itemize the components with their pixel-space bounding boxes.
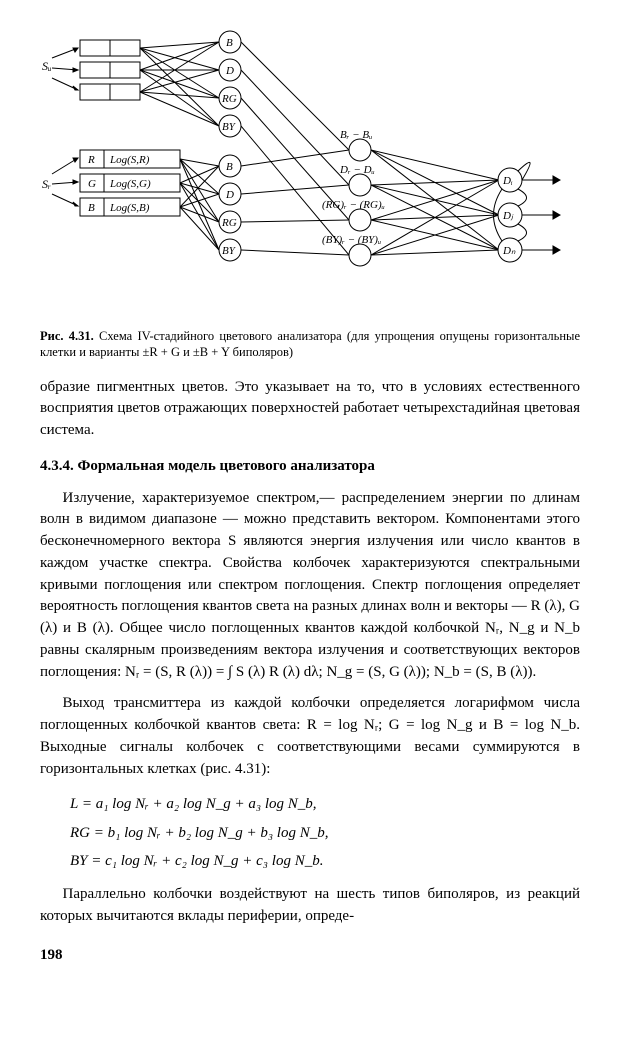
svg-text:BY: BY <box>222 121 237 133</box>
svg-text:B: B <box>226 161 233 173</box>
svg-text:R: R <box>87 154 95 166</box>
svg-text:D: D <box>225 65 234 77</box>
equation-L: L = a₁ log Nᵣ + a₂ log N_g + a₃ log N_b, <box>70 790 580 819</box>
figure-4-31-diagram: Sᵤ Sᵣ R Log(S,R) G Log(S,G) B Log(S,B) <box>40 30 580 320</box>
svg-text:G: G <box>88 178 96 190</box>
network-svg: Sᵤ Sᵣ R Log(S,R) G Log(S,G) B Log(S,B) <box>40 30 580 320</box>
svg-text:B: B <box>88 202 95 214</box>
svg-text:RG: RG <box>221 217 237 229</box>
svg-text:(RG)ᵣ − (RG)ᵤ: (RG)ᵣ − (RG)ᵤ <box>322 199 385 211</box>
paragraph-3: Выход трансмиттера из каждой колбочки оп… <box>40 693 580 780</box>
svg-text:Log(S,G): Log(S,G) <box>109 178 151 190</box>
svg-text:B: B <box>226 37 233 49</box>
svg-text:BY: BY <box>222 245 237 257</box>
caption-label: Рис. 4.31. <box>40 329 94 343</box>
figure-caption: Рис. 4.31. Схема IV-стадийного цветового… <box>40 328 580 361</box>
equation-BY: BY = c₁ log Nᵣ + c₂ log N_g + c₃ log N_b… <box>70 847 580 876</box>
paragraph-4: Параллельно колбочки воздействуют на шес… <box>40 884 580 928</box>
svg-text:Dᵢ: Dᵢ <box>502 175 513 187</box>
svg-text:Sᵣ: Sᵣ <box>42 177 51 191</box>
svg-text:Sᵤ: Sᵤ <box>42 59 52 73</box>
svg-text:Log(S,R): Log(S,R) <box>109 154 150 166</box>
page-number: 198 <box>40 945 580 967</box>
svg-text:Dₙ: Dₙ <box>502 245 516 257</box>
svg-text:(BY)ᵣ − (BY)ᵤ: (BY)ᵣ − (BY)ᵤ <box>322 234 381 246</box>
paragraph-2: Излучение, характеризуемое спектром,— ра… <box>40 488 580 684</box>
equation-block: L = a₁ log Nᵣ + a₂ log N_g + a₃ log N_b,… <box>70 790 580 876</box>
svg-text:Log(S,B): Log(S,B) <box>109 202 150 214</box>
svg-text:Dⱼ: Dⱼ <box>502 210 514 222</box>
section-heading: 4.3.4. Формальная модель цветового анали… <box>40 456 580 478</box>
paragraph-continuation: образие пигментных цветов. Это указывает… <box>40 377 580 442</box>
caption-text: Схема IV-стадийного цветового анализатор… <box>40 329 580 359</box>
equation-RG: RG = b₁ log Nᵣ + b₂ log N_g + b₃ log N_b… <box>70 819 580 848</box>
svg-text:RG: RG <box>221 93 237 105</box>
svg-text:D: D <box>225 189 234 201</box>
